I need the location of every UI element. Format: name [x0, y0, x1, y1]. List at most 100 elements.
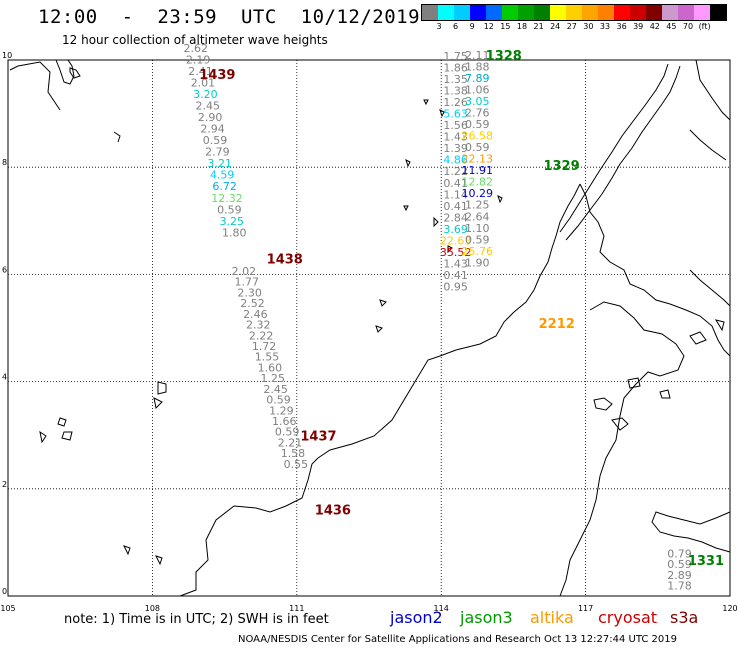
- legend-label: 15: [500, 22, 511, 31]
- wave-height-value: 2.94: [200, 123, 225, 136]
- legend-swatch: [422, 5, 438, 20]
- wave-height-value: 1.35: [443, 73, 468, 86]
- reef-6: [433, 216, 439, 228]
- lon-tick-label: 111: [289, 604, 304, 613]
- legend-swatch: [454, 5, 470, 20]
- wave-height-value: 2.01: [191, 77, 216, 90]
- satellite-s3a: s3a: [670, 608, 699, 627]
- legend-label: 36: [616, 22, 627, 31]
- wave-height-value: 0.41: [443, 177, 468, 190]
- wave-height-value: 1.22: [443, 165, 468, 178]
- wave-height-value: 1.14: [443, 188, 468, 201]
- color-legend-labels: 3 6 9 12 15 18 21 24 27 30 33 36 39 42 45 70 (ft): [421, 22, 731, 34]
- coast-fragment-1: [113, 131, 121, 143]
- wave-height-value: 0.59: [465, 233, 490, 246]
- gulf-island-2: [69, 67, 81, 79]
- lat-tick-label: 0: [2, 587, 7, 596]
- wave-height-value: 12.82: [462, 176, 494, 189]
- wave-height-value: 1.38: [443, 85, 468, 98]
- pass-number-label: 1328: [486, 49, 522, 64]
- lat-lon-grid: [8, 60, 730, 596]
- borneo-east-coast: [559, 301, 685, 597]
- page-subtitle: 12 hour collection of altimeter wave hei…: [62, 33, 328, 47]
- legend-label: 33: [599, 22, 611, 31]
- legend-swatch: [518, 5, 534, 20]
- wave-height-value: 1.60: [258, 361, 283, 374]
- wave-height-value: 2.46: [243, 308, 268, 321]
- wave-height-value: 2.62: [183, 42, 208, 55]
- lon-tick-label: 120: [722, 604, 737, 613]
- wave-height-value: 11.91: [462, 164, 494, 177]
- legend-swatch: [694, 5, 710, 20]
- wave-height-value: 0.59: [667, 558, 692, 571]
- wave-height-value: 0.59: [203, 134, 228, 147]
- gulf-island-1: [55, 59, 75, 85]
- wave-height-value: 3.25: [220, 215, 245, 228]
- wave-height-value: 0.59: [275, 426, 300, 439]
- reef-1: [439, 109, 445, 118]
- lon-tick-label: 114: [434, 604, 449, 613]
- wave-height-value: 1.72: [252, 340, 277, 353]
- wave-height-value: 2.84: [443, 211, 468, 224]
- track-1328b: 2.111.887.891.063.052.760.5926.580.5922.…: [462, 49, 494, 269]
- lon-tick-label: 117: [578, 604, 593, 613]
- lat-tick-label: 10: [2, 51, 12, 60]
- pass-number-label: 2212: [539, 317, 575, 332]
- wave-height-value: 1.88: [465, 60, 490, 73]
- pass-number-label: 1331: [688, 554, 724, 569]
- page-title: 12:00 - 23:59 UTC 10/12/2019: [38, 6, 421, 28]
- wave-height-value: 2.21: [278, 436, 303, 449]
- lon-tick-label: 108: [145, 604, 160, 613]
- lat-tick-label: 2: [2, 480, 7, 489]
- legend-swatch: [598, 5, 614, 20]
- pass-number-label: 1438: [267, 253, 303, 268]
- wave-height-value: 2.52: [240, 297, 265, 310]
- wave-height-value: 1.55: [255, 351, 280, 364]
- wave-height-value: 2.32: [246, 319, 271, 332]
- wave-height-value: 7.89: [465, 72, 490, 85]
- legend-swatch: [566, 5, 582, 20]
- wave-height-value: 2.22: [249, 329, 274, 342]
- wave-height-value: 0.41: [443, 200, 468, 213]
- wave-height-value: 0.59: [266, 394, 291, 407]
- wave-height-value: 0.79: [667, 547, 692, 560]
- track-id-labels: 1439 1438 1437 1436 1328 1329 2212 1331: [199, 49, 724, 569]
- sulu-island-3: [627, 377, 641, 389]
- map-frame: [7, 59, 731, 597]
- wave-height-value: 2.45: [196, 100, 221, 113]
- wave-height-value: 2.76: [465, 107, 490, 120]
- wave-height-value: 10.29: [462, 187, 494, 200]
- legend-swatch: [582, 5, 598, 20]
- legend-label: 12: [483, 22, 494, 31]
- wave-height-value: 12.32: [211, 192, 243, 205]
- wave-height-value: 0.95: [443, 280, 468, 293]
- lat-tick-label: 6: [2, 265, 7, 274]
- wave-height-value: 1.25: [260, 372, 285, 385]
- wave-height-value: 4.59: [210, 169, 235, 182]
- legend-label: 21: [533, 22, 544, 31]
- wave-height-value: 0.59: [465, 141, 490, 154]
- wave-height-value: 1.43: [443, 257, 468, 270]
- island-natuna-2: [61, 431, 73, 441]
- reef-5: [375, 325, 383, 333]
- palawan-west: [559, 63, 669, 233]
- legend-swatch: [534, 5, 550, 20]
- wave-height-value: 3.20: [193, 88, 218, 101]
- wave-height-value: 4.86: [443, 154, 468, 167]
- wave-height-value: 5.63: [443, 108, 468, 121]
- wave-height-value: 25.76: [462, 245, 494, 258]
- satellite-jason2: jason2: [390, 608, 443, 627]
- wave-height-value: 1.06: [465, 84, 490, 97]
- island-natuna-1: [57, 417, 67, 427]
- legend-label: 39: [633, 22, 644, 31]
- sulu-island-4: [659, 389, 671, 399]
- reef-9: [379, 299, 387, 307]
- lat-tick-label: 8: [2, 158, 7, 167]
- wave-height-value: 22.13: [462, 153, 494, 166]
- wave-height-value: 35.52: [440, 246, 472, 259]
- wave-height-value: 0.41: [443, 269, 468, 282]
- sulu-island-2: [611, 417, 629, 431]
- wave-height-value: 2.89: [667, 569, 692, 582]
